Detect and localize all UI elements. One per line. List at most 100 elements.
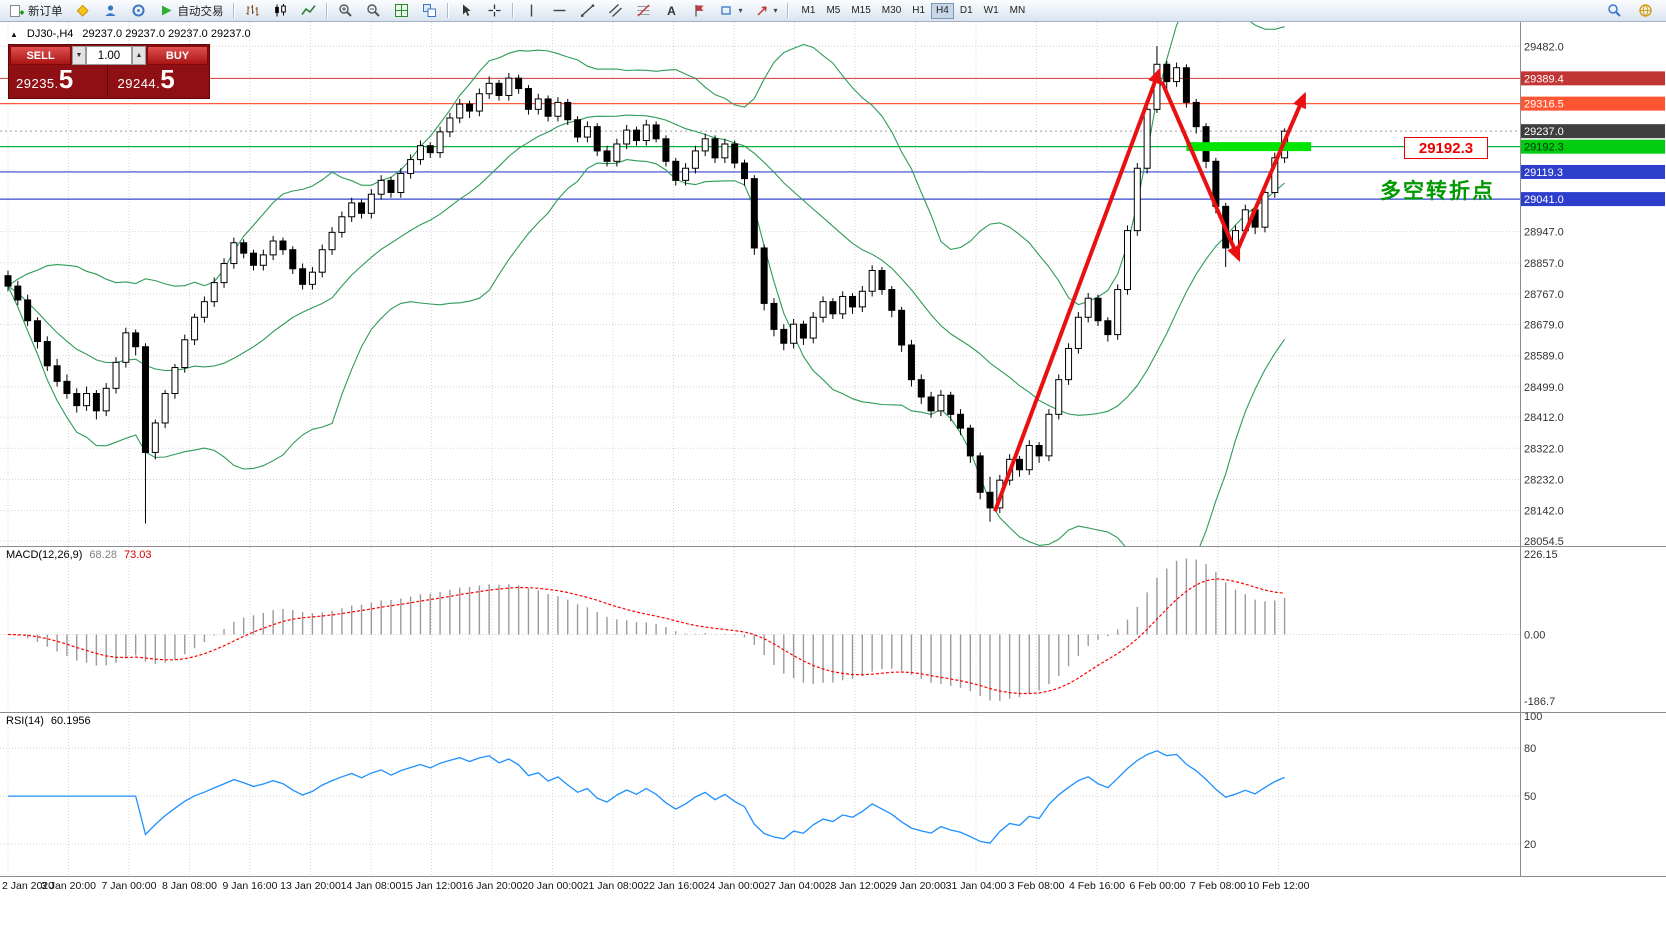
price-tag-text: 29237.0 [1524, 126, 1564, 138]
auto-trading-label: 自动交易 [177, 5, 224, 18]
timeframe-w1-button[interactable]: W1 [979, 3, 1004, 19]
candles [4, 46, 1289, 524]
trendline-button[interactable] [574, 1, 601, 20]
svg-text:A: A [667, 4, 676, 18]
market-button[interactable] [97, 1, 124, 20]
price-axis-label: 29482.0 [1524, 41, 1564, 53]
metaeditor-button[interactable] [69, 1, 96, 20]
horizontal-line-button[interactable] [546, 1, 573, 20]
timeframe-d1-button[interactable]: D1 [955, 3, 978, 19]
text-button[interactable]: A [658, 1, 685, 20]
timeframe-m30-button[interactable]: M30 [877, 3, 906, 19]
price-axis-label: 28142.0 [1524, 506, 1564, 518]
vertical-line-button[interactable] [518, 1, 545, 20]
time-label: 29 Jan 20:00 [885, 880, 946, 892]
fibonacci-button[interactable] [630, 1, 657, 20]
cursor-button[interactable] [453, 1, 480, 20]
rsi-axis-label: 80 [1524, 743, 1536, 755]
time-label: 13 Jan 20:00 [280, 880, 341, 892]
price-tag-text: 29119.3 [1524, 167, 1563, 179]
price-axis-label: 28499.0 [1524, 382, 1564, 394]
timeframe-h4-button[interactable]: H4 [931, 2, 954, 19]
time-label: 3 Feb 08:00 [1008, 880, 1064, 892]
symbol-period-label: DJ30-,H4 [26, 28, 74, 40]
market-icon [102, 2, 119, 19]
community-button[interactable] [1632, 1, 1659, 20]
buy-price[interactable]: 29244. 5 [106, 64, 209, 97]
new-order-label: 新订单 [28, 5, 63, 18]
trend-arrow-3[interactable] [1236, 91, 1307, 249]
timeframe-toolbar: M1 M5 M15 M30 H1 H4 D1 W1 MN [797, 2, 1031, 19]
turning-point-note: 多空转折点 [1380, 180, 1495, 203]
zoom-in-button[interactable] [332, 1, 359, 20]
rsi-axis-label: 100 [1524, 711, 1542, 723]
signals-icon [130, 2, 147, 19]
time-label: 3 Jan 20:00 [41, 880, 96, 892]
toolbar-right-group [1601, 1, 1663, 20]
signals-button[interactable] [125, 1, 152, 20]
macd-axis-label: -186.7 [1524, 696, 1555, 708]
line-chart-button[interactable] [295, 1, 322, 20]
tile-windows-button[interactable] [416, 1, 443, 20]
macd-name: MACD(12,26,9) [6, 549, 83, 561]
timeframe-m1-button[interactable]: M1 [797, 3, 821, 19]
arrows-dropdown-button[interactable]: ▾ [749, 1, 783, 20]
timeframe-m15-button[interactable]: M15 [846, 3, 875, 19]
crosshair-icon [486, 2, 503, 19]
trend-arrow-1[interactable] [993, 67, 1162, 513]
trend-arrow-2[interactable] [1160, 80, 1241, 263]
price-tag-29389.4 [1521, 71, 1665, 86]
shapes-dropdown-button[interactable]: ▾ [714, 1, 748, 20]
price-axis-label: 28322.0 [1524, 443, 1564, 455]
sell-price-big: 5 [58, 64, 74, 94]
macd-axis-label: 0.00 [1524, 629, 1545, 641]
shapes-icon [719, 2, 736, 19]
bar-chart-button[interactable] [239, 1, 266, 20]
time-label: 7 Jan 00:00 [102, 880, 157, 892]
search-icon [1606, 2, 1623, 19]
price-axis[interactable]: 29482.0 29389.4 29316.5 29237.0 29192.3 29119… [1521, 41, 1665, 851]
price-tag-text: 29041.0 [1524, 194, 1564, 206]
new-chart-button[interactable] [388, 1, 415, 20]
time-label: 22 Jan 16:00 [643, 880, 704, 892]
time-label: 15 Jan 12:00 [401, 880, 462, 892]
sell-price[interactable]: 29235. 5 [10, 65, 107, 97]
metaeditor-icon [74, 2, 91, 19]
chevron-down-icon: ▾ [738, 6, 743, 15]
zoom-in-icon [337, 2, 354, 19]
new-order-button[interactable]: 新订单 [3, 1, 68, 20]
candlestick-chart-button[interactable] [267, 1, 294, 20]
channel-button[interactable] [602, 1, 629, 20]
tile-windows-icon [421, 2, 438, 19]
text-icon: A [663, 2, 680, 19]
crosshair-button[interactable] [481, 1, 508, 20]
price-axis-label: 28947.0 [1524, 227, 1564, 239]
timeframe-m5-button[interactable]: M5 [821, 3, 845, 19]
new-chart-grid-icon [393, 2, 410, 19]
timeframe-h1-button[interactable]: H1 [907, 3, 930, 19]
volume-decrease-button[interactable]: ▼ [72, 46, 86, 65]
volume-input[interactable] [86, 46, 132, 65]
time-label: 2 Jan 2020 [2, 880, 54, 892]
toolbar-separator [232, 3, 235, 18]
zoom-out-button[interactable] [360, 1, 387, 20]
auto-trading-button[interactable]: 自动交易 [153, 1, 229, 20]
sell-button[interactable]: SELL [10, 46, 71, 65]
buy-price-big: 5 [160, 64, 175, 94]
trade-panel-toggle[interactable]: ▲ [10, 29, 18, 39]
search-button[interactable] [1601, 1, 1628, 20]
price-tag-text: 29389.4 [1524, 73, 1564, 85]
timeframe-mn-button[interactable]: MN [1005, 3, 1031, 19]
buy-button[interactable]: BUY [147, 46, 208, 65]
time-label: 10 Feb 12:00 [1248, 880, 1310, 892]
price-axis-label: 28054.5 [1524, 536, 1564, 548]
volume-increase-button[interactable]: ▲ [132, 46, 146, 65]
time-label: 4 Feb 16:00 [1069, 880, 1125, 892]
trendline-icon [579, 2, 596, 19]
label-button[interactable] [686, 1, 713, 20]
channel-icon [607, 2, 624, 19]
arrow-tool-icon [754, 2, 771, 19]
